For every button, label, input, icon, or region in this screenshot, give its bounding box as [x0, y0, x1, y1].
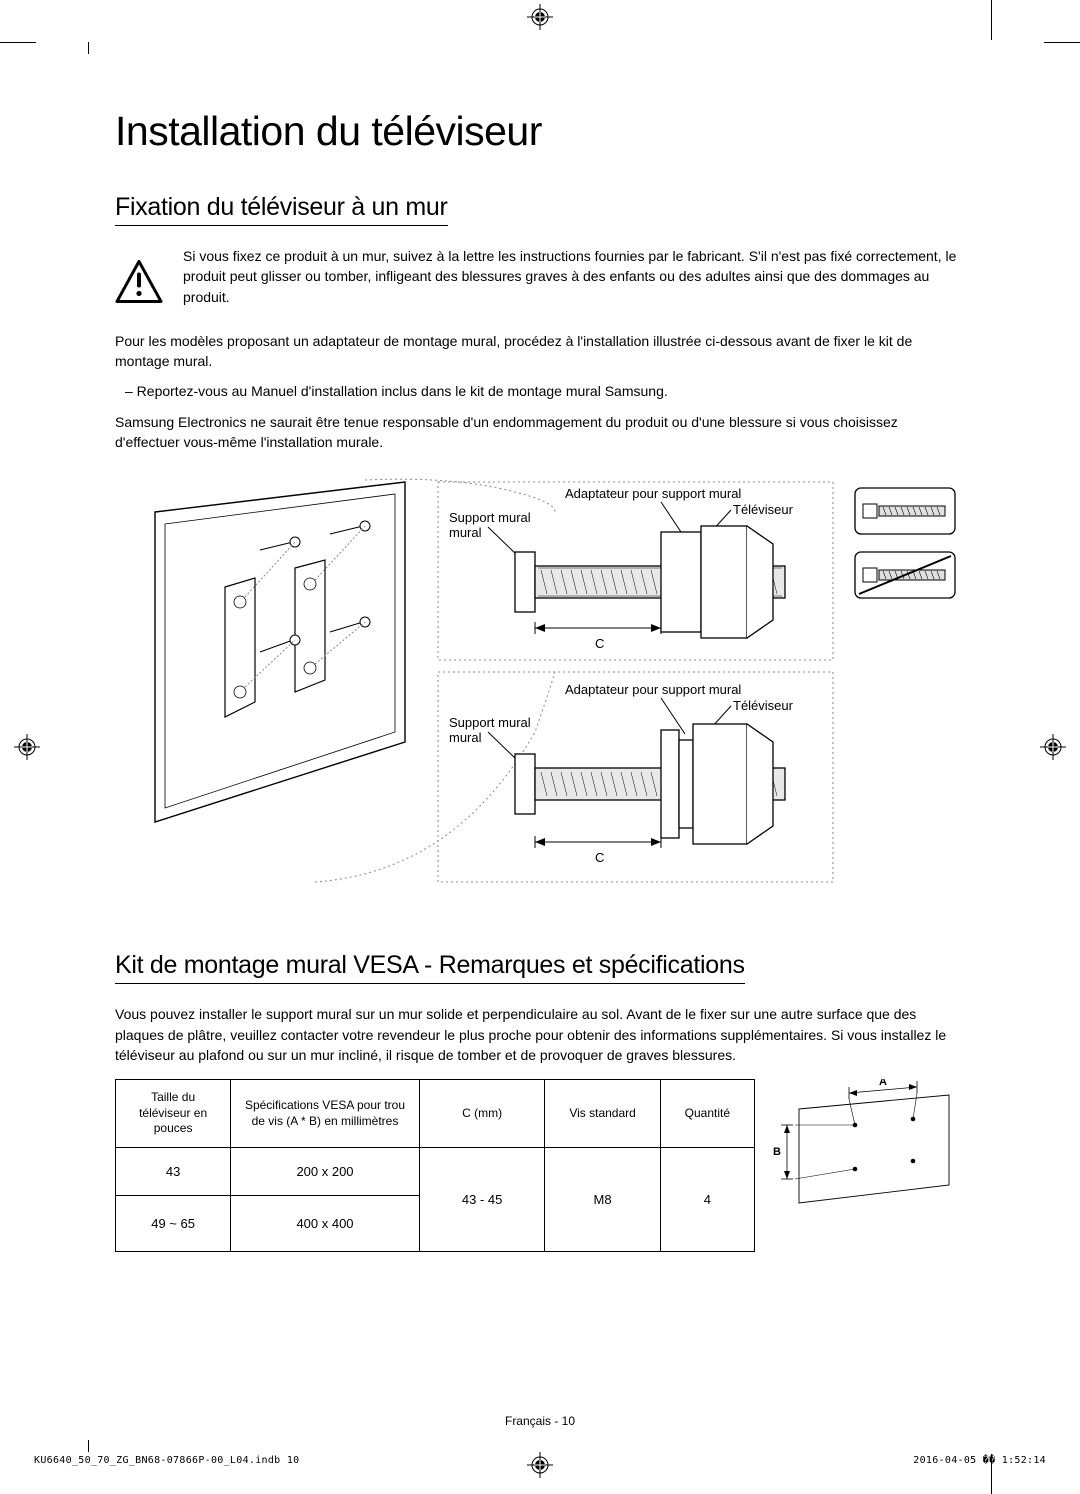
registration-mark-icon [1040, 734, 1066, 760]
table-header: Spécifications VESA pour trou de vis (A … [231, 1080, 420, 1148]
crop-line [88, 1440, 89, 1452]
table-cell: 43 - 45 [419, 1148, 545, 1252]
table-header: C (mm) [419, 1080, 545, 1148]
diagram-label: Adaptateur pour support mural [565, 486, 741, 501]
warning-text: Si vous fixez ce produit à un mur, suive… [183, 246, 965, 307]
diagram-label: Support mural [449, 715, 531, 730]
registration-mark-icon [14, 734, 40, 760]
table-header: Taille du téléviseur en pouces [116, 1080, 231, 1148]
svg-text:mural: mural [449, 525, 482, 540]
diagram-label: Support mural [449, 510, 531, 525]
footer-filename: KU6640_50_70_ZG_BN68-07866P-00_L04.indb … [34, 1455, 299, 1466]
table-cell: 4 [660, 1148, 754, 1252]
crop-line [991, 0, 992, 40]
crop-line [0, 42, 36, 43]
body-text: – Reportez-vous au Manuel d'installation… [125, 381, 965, 401]
body-text: Samsung Electronics ne saurait être tenu… [115, 412, 965, 453]
vesa-spec-table: Taille du téléviseur en pouces Spécifica… [115, 1079, 755, 1252]
diagram-label: A [879, 1079, 887, 1088]
crop-line [1044, 42, 1080, 43]
table-cell: 200 x 200 [231, 1148, 420, 1196]
diagram-label: Téléviseur [733, 502, 794, 517]
page-title: Installation du téléviseur [115, 108, 965, 155]
diagram-label: Téléviseur [733, 698, 794, 713]
diagram-label: Adaptateur pour support mural [565, 682, 741, 697]
wall-mount-diagram: Support mural mural Adaptateur pour supp… [115, 472, 965, 892]
table-cell: 49 ~ 65 [116, 1196, 231, 1252]
section-heading: Kit de montage mural VESA - Remarques et… [115, 951, 745, 984]
tv-dimension-diagram: A B [769, 1079, 959, 1209]
crop-line [88, 42, 89, 54]
footer-timestamp: 2016-04-05 �� 1:52:14 [913, 1455, 1046, 1466]
warning-triangle-icon [115, 246, 163, 317]
diagram-label: B [773, 1146, 781, 1158]
diagram-label: C [595, 850, 604, 865]
registration-mark-icon [527, 1452, 553, 1478]
section-heading: Fixation du téléviseur à un mur [115, 193, 448, 226]
table-header: Quantité [660, 1080, 754, 1148]
table-cell: 400 x 400 [231, 1196, 420, 1252]
table-cell: 43 [116, 1148, 231, 1196]
body-text: Vous pouvez installer le support mural s… [115, 1004, 965, 1065]
table-header: Vis standard [545, 1080, 660, 1148]
body-text: Pour les modèles proposant un adaptateur… [115, 331, 965, 372]
diagram-label: C [595, 636, 604, 651]
table-cell: M8 [545, 1148, 660, 1252]
registration-mark-icon [527, 4, 553, 30]
svg-text:mural: mural [449, 730, 482, 745]
page-number: Français - 10 [505, 1414, 575, 1428]
